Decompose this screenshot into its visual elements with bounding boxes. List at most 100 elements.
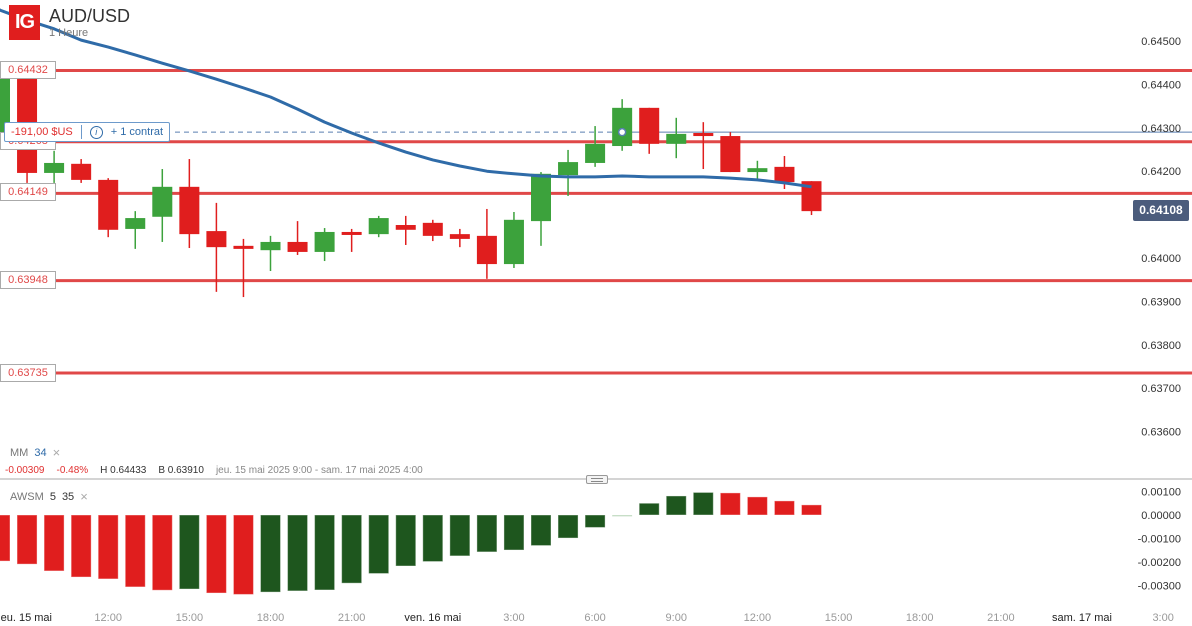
- divider: [80, 125, 82, 139]
- price-tick-label: 0.63900: [1141, 296, 1181, 308]
- candle: [585, 126, 606, 167]
- time-tick-label: 3:00: [1152, 612, 1173, 624]
- position-pnl: -191,00 $US: [11, 126, 73, 138]
- price-tick-label: 0.64000: [1141, 253, 1181, 265]
- awsm-bar: [287, 514, 309, 592]
- moving-average-line: [0, 8, 812, 189]
- awsm-tick-label: -0.00200: [1138, 557, 1181, 569]
- awsm-bar: [97, 514, 119, 580]
- candle: [720, 132, 741, 173]
- position-label[interactable]: -191,00 $US i + 1 contrat: [4, 122, 171, 142]
- candle-body: [666, 133, 687, 144]
- candle: [341, 228, 362, 252]
- awsm-bar: [0, 514, 11, 562]
- awsm-slow[interactable]: 35: [61, 490, 75, 503]
- candle: [422, 219, 443, 242]
- candle-body: [747, 168, 768, 173]
- candle: [71, 159, 92, 183]
- candle-body: [260, 241, 281, 251]
- candle-body: [71, 163, 92, 180]
- time-tick-label: 12:00: [94, 612, 122, 624]
- awsm-legend[interactable]: AWSM 5 35 ×: [10, 489, 88, 504]
- awsm-bar: [205, 514, 227, 594]
- price-tick-label: 0.63600: [1141, 427, 1181, 439]
- awsm-bar: [341, 514, 363, 584]
- candle-body: [44, 162, 65, 173]
- info-icon[interactable]: i: [89, 125, 103, 139]
- ma-name: MM: [10, 446, 29, 459]
- awsm-bar: [422, 514, 444, 563]
- awsm-tick-label: 0.00000: [1141, 510, 1181, 522]
- awsm-bar: [746, 496, 768, 516]
- awsm-bar: [692, 491, 714, 516]
- level-label[interactable]: 0.64149: [0, 183, 56, 201]
- awsm-name: AWSM: [10, 490, 44, 503]
- close-icon[interactable]: ×: [52, 445, 61, 460]
- time-tick-label: 12:00: [744, 612, 772, 624]
- candle-body: [612, 107, 633, 147]
- time-tick-label: 21:00: [338, 612, 366, 624]
- candle-body: [341, 231, 362, 235]
- candle: [558, 149, 579, 196]
- candle: [693, 122, 714, 170]
- candle-body: [314, 231, 335, 252]
- ig-logo: IG: [9, 5, 40, 40]
- candle-body: [503, 219, 524, 265]
- candle: [531, 172, 551, 246]
- candle-body: [558, 162, 579, 176]
- add-contract-button[interactable]: + 1 contrat: [110, 126, 164, 138]
- time-tick-label: jeu. 15 mai: [0, 612, 52, 624]
- candle-body: [774, 166, 795, 183]
- candle-body: [98, 179, 119, 230]
- awsm-bar: [638, 502, 660, 516]
- candle-body: [206, 231, 227, 248]
- awsm-bar: [530, 514, 552, 547]
- candle-body: [801, 181, 822, 212]
- awsm-bar: [43, 514, 65, 572]
- candle-body: [531, 173, 551, 222]
- awsm-fast[interactable]: 5: [49, 490, 56, 503]
- candle: [98, 178, 119, 238]
- ma-period[interactable]: 34: [34, 446, 47, 459]
- timeframe-label[interactable]: 1 Heure: [49, 27, 89, 39]
- level-label[interactable]: 0.63735: [0, 364, 56, 382]
- time-tick-label: 9:00: [666, 612, 687, 624]
- candle: [314, 228, 335, 262]
- time-tick-label: sam. 17 mai: [1052, 612, 1112, 624]
- price-tick-label: 0.63700: [1141, 383, 1181, 395]
- level-label[interactable]: 0.63948: [0, 271, 56, 289]
- awsm-bar: [260, 514, 281, 593]
- time-tick-label: ven. 16 mai: [404, 612, 461, 624]
- time-tick-label: 21:00: [987, 612, 1015, 624]
- awsm-bar: [801, 504, 822, 516]
- time-tick-label: 6:00: [584, 612, 605, 624]
- price-tick-label: 0.64300: [1141, 123, 1181, 135]
- current-price-badge: 0.64108: [1133, 200, 1189, 221]
- change-percent: -0.48%: [56, 465, 89, 476]
- time-tick-label: 3:00: [503, 612, 524, 624]
- level-label[interactable]: 0.64432: [0, 61, 56, 79]
- awsm-bar: [395, 514, 417, 567]
- awsm-bar: [557, 514, 579, 539]
- price-tick-label: 0.63800: [1141, 340, 1181, 352]
- panel-resize-handle[interactable]: [586, 475, 608, 484]
- candle-body: [639, 107, 660, 144]
- candle-body: [368, 218, 389, 235]
- candle-body: [422, 222, 443, 236]
- price-tick-label: 0.64400: [1141, 79, 1181, 91]
- candle: [503, 211, 524, 268]
- candle: [449, 228, 470, 248]
- close-icon[interactable]: ×: [80, 489, 88, 504]
- awsm-tick-label: -0.00300: [1138, 581, 1181, 593]
- high-value: H 0.64433: [100, 465, 147, 476]
- candle-body: [585, 143, 606, 163]
- awsm-bar: [476, 514, 498, 553]
- candle-body: [179, 186, 200, 235]
- candle: [0, 74, 10, 140]
- awsm-bar: [178, 514, 200, 590]
- awsm-bar: [665, 495, 687, 516]
- time-tick-label: 18:00: [257, 612, 285, 624]
- time-tick-label: 18:00: [906, 612, 934, 624]
- ma-legend[interactable]: MM 34 ×: [10, 445, 60, 460]
